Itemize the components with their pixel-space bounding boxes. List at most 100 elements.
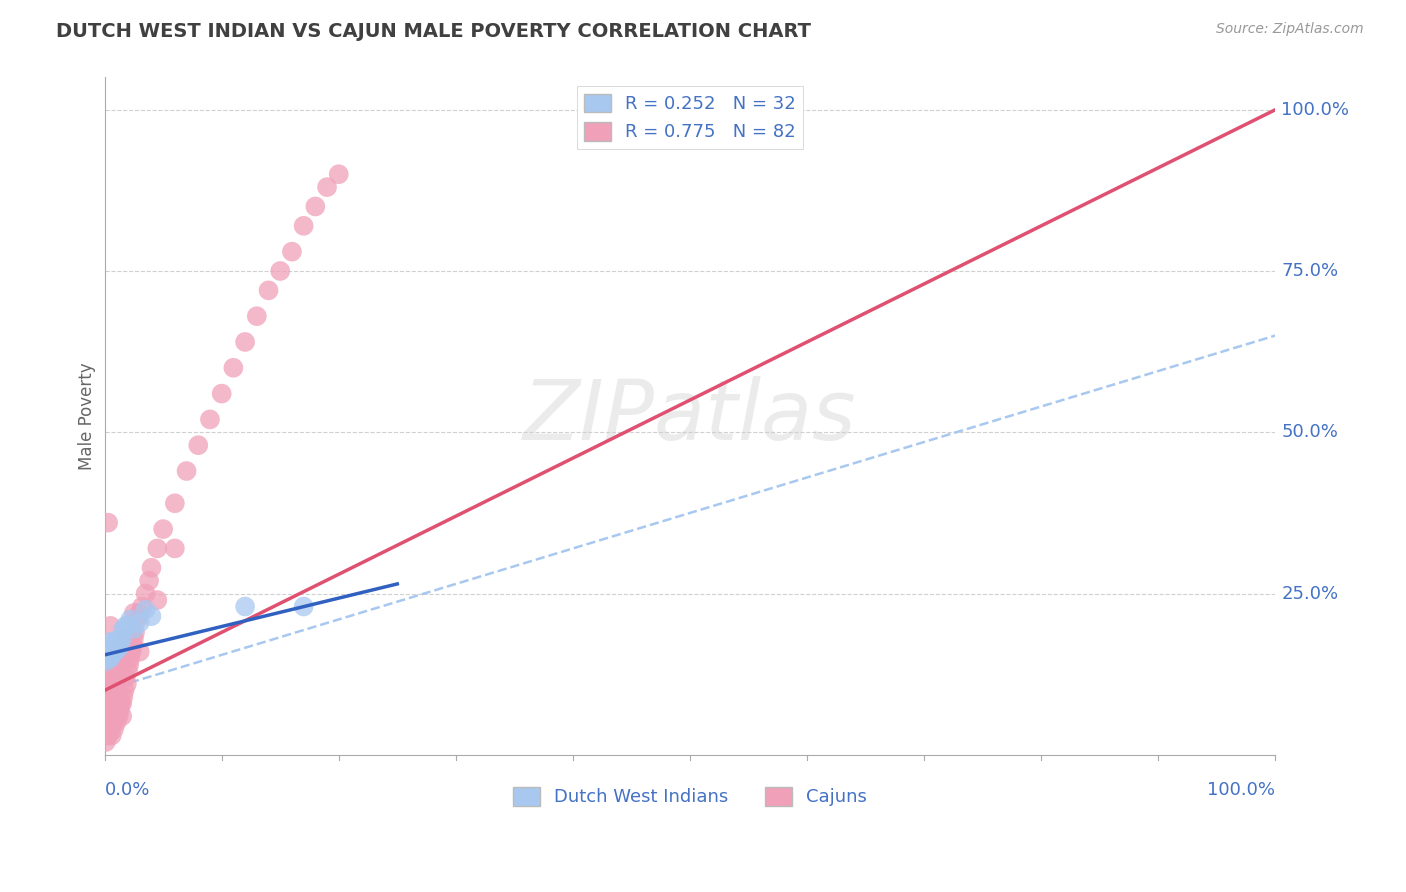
Point — [105, 633, 128, 648]
Point — [97, 729, 120, 743]
Point — [98, 641, 121, 656]
Point — [233, 599, 256, 614]
Text: 100.0%: 100.0% — [1208, 780, 1275, 798]
Point — [100, 657, 122, 672]
Point — [138, 574, 160, 588]
Point — [105, 683, 128, 698]
Point — [98, 696, 121, 710]
Point — [146, 593, 169, 607]
Point — [117, 619, 139, 633]
Point — [100, 690, 122, 704]
Point — [104, 643, 127, 657]
Point — [163, 496, 186, 510]
Point — [114, 632, 136, 646]
Point — [97, 638, 120, 652]
Point — [141, 609, 163, 624]
Point — [101, 690, 124, 704]
Point — [101, 715, 124, 730]
Point — [100, 635, 122, 649]
Point — [141, 561, 163, 575]
Point — [128, 645, 150, 659]
Point — [97, 516, 120, 530]
Point — [98, 671, 121, 685]
Point — [304, 199, 326, 213]
Text: DUTCH WEST INDIAN VS CAJUN MALE POVERTY CORRELATION CHART: DUTCH WEST INDIAN VS CAJUN MALE POVERTY … — [56, 22, 811, 41]
Point — [110, 664, 132, 678]
Point — [97, 671, 120, 685]
Legend: Dutch West Indians, Cajuns: Dutch West Indians, Cajuns — [506, 780, 875, 814]
Text: Source: ZipAtlas.com: Source: ZipAtlas.com — [1216, 22, 1364, 37]
Point — [114, 619, 136, 633]
Point — [96, 703, 118, 717]
Point — [111, 709, 134, 723]
Point — [163, 541, 186, 556]
Point — [96, 683, 118, 698]
Point — [96, 648, 118, 662]
Point — [122, 606, 145, 620]
Point — [115, 677, 138, 691]
Point — [107, 645, 129, 659]
Point — [198, 412, 221, 426]
Point — [269, 264, 291, 278]
Point — [104, 709, 127, 723]
Point — [96, 696, 118, 710]
Text: 25.0%: 25.0% — [1281, 584, 1339, 603]
Point — [121, 638, 143, 652]
Point — [104, 664, 127, 678]
Point — [101, 651, 124, 665]
Point — [107, 671, 129, 685]
Point — [103, 646, 125, 660]
Point — [107, 709, 129, 723]
Point — [110, 696, 132, 710]
Point — [114, 671, 136, 685]
Point — [108, 703, 131, 717]
Point — [111, 657, 134, 672]
Text: 100.0%: 100.0% — [1281, 101, 1350, 119]
Point — [103, 637, 125, 651]
Point — [135, 603, 157, 617]
Text: 75.0%: 75.0% — [1281, 262, 1339, 280]
Point — [101, 638, 124, 652]
Text: ZIPatlas: ZIPatlas — [523, 376, 856, 457]
Point — [98, 648, 121, 662]
Text: 0.0%: 0.0% — [104, 780, 150, 798]
Point — [257, 284, 280, 298]
Point — [103, 683, 125, 698]
Point — [211, 386, 233, 401]
Point — [100, 648, 122, 662]
Point — [128, 615, 150, 630]
Point — [100, 651, 122, 665]
Point — [94, 715, 117, 730]
Point — [98, 715, 121, 730]
Point — [187, 438, 209, 452]
Point — [246, 309, 269, 323]
Point — [100, 641, 122, 656]
Point — [124, 625, 146, 640]
Point — [100, 703, 122, 717]
Point — [101, 645, 124, 659]
Point — [105, 640, 128, 654]
Point — [97, 709, 120, 723]
Y-axis label: Male Poverty: Male Poverty — [79, 362, 96, 470]
Point — [146, 541, 169, 556]
Text: 50.0%: 50.0% — [1281, 424, 1339, 442]
Point — [100, 729, 122, 743]
Point — [135, 586, 157, 600]
Point — [112, 622, 135, 636]
Point — [100, 619, 122, 633]
Point — [152, 522, 174, 536]
Point — [120, 651, 142, 665]
Point — [127, 612, 149, 626]
Point — [316, 180, 339, 194]
Point — [292, 599, 315, 614]
Point — [122, 632, 145, 646]
Point — [107, 641, 129, 656]
Point — [96, 645, 118, 659]
Point — [120, 612, 142, 626]
Point — [94, 735, 117, 749]
Point — [111, 696, 134, 710]
Point — [292, 219, 315, 233]
Point — [105, 715, 128, 730]
Point — [107, 657, 129, 672]
Point — [108, 635, 131, 649]
